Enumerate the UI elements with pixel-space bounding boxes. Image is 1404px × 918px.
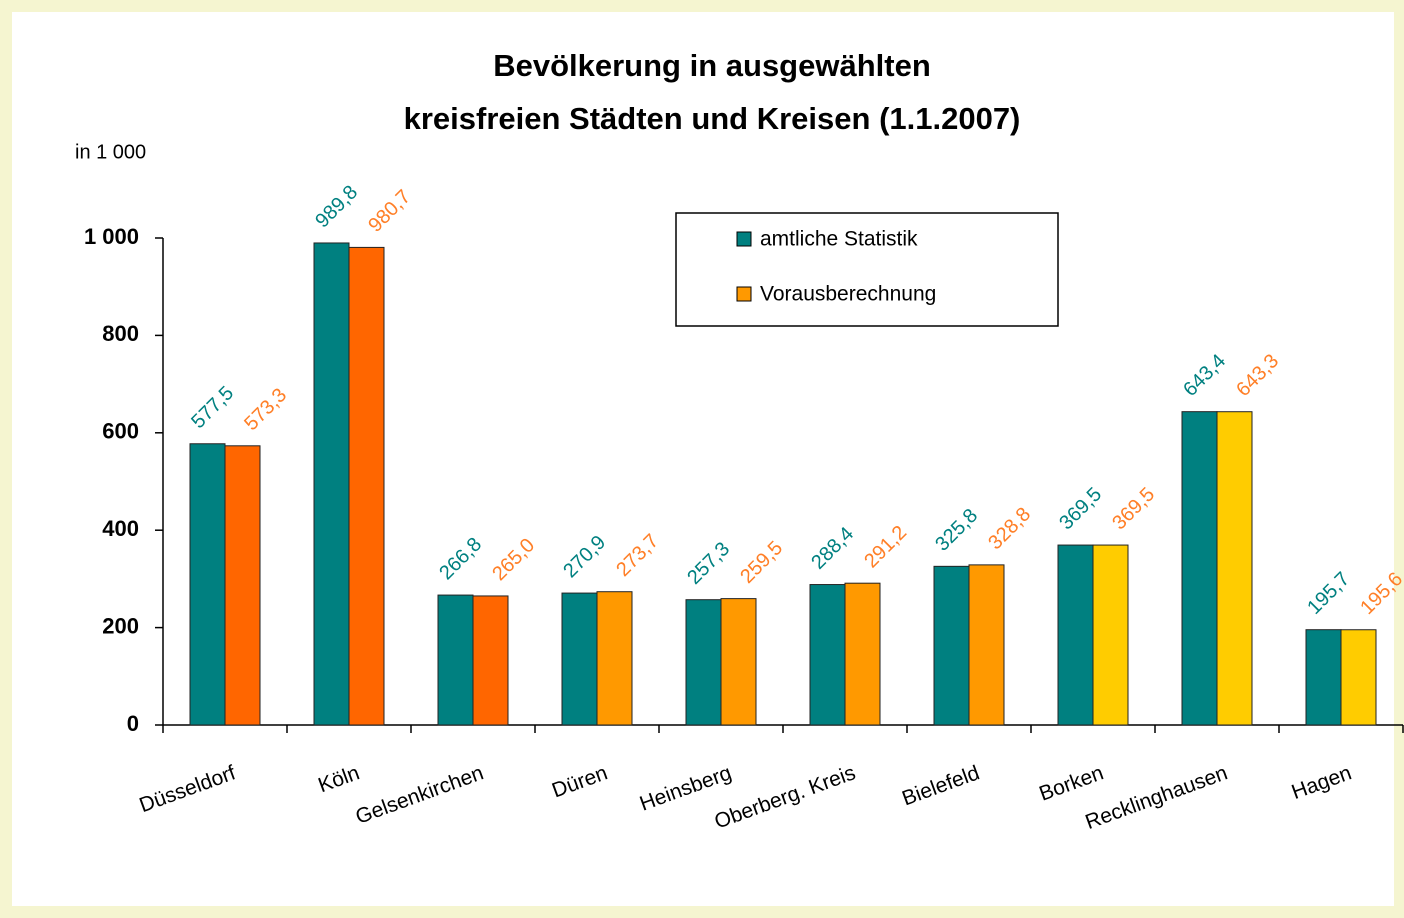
chart-title: Bevölkerung in ausgewählten — [493, 48, 931, 83]
bar — [189, 443, 226, 726]
bar — [1181, 411, 1218, 726]
bar — [1216, 411, 1253, 726]
bar — [472, 595, 509, 726]
axis-unit: in 1 000 — [75, 141, 146, 163]
y-tick-label: 0 — [127, 711, 139, 736]
bar — [1092, 544, 1129, 726]
y-tick-label: 1 000 — [84, 224, 139, 249]
y-tick-label: 800 — [102, 321, 139, 346]
bar — [1057, 544, 1094, 726]
legend-label: Vorausberechnung — [760, 283, 936, 306]
bar — [844, 582, 881, 726]
bar — [685, 599, 722, 726]
bar — [437, 594, 474, 726]
legend-label: amtliche Statistik — [760, 228, 918, 251]
legend-swatch — [736, 231, 752, 247]
legend-swatch — [736, 286, 752, 302]
bar — [313, 242, 350, 726]
bar — [720, 598, 757, 726]
bar — [596, 591, 633, 726]
bar — [1340, 629, 1377, 726]
y-tick-label: 600 — [102, 419, 139, 444]
bar — [224, 445, 261, 726]
bar — [1305, 629, 1342, 726]
bar — [561, 592, 598, 726]
bar — [809, 584, 846, 726]
bar — [348, 246, 385, 726]
bar — [933, 565, 970, 726]
bar — [968, 564, 1005, 726]
y-tick-label: 400 — [102, 516, 139, 541]
chart-title: kreisfreien Städten und Kreisen (1.1.200… — [404, 101, 1021, 136]
y-tick-label: 200 — [102, 613, 139, 638]
